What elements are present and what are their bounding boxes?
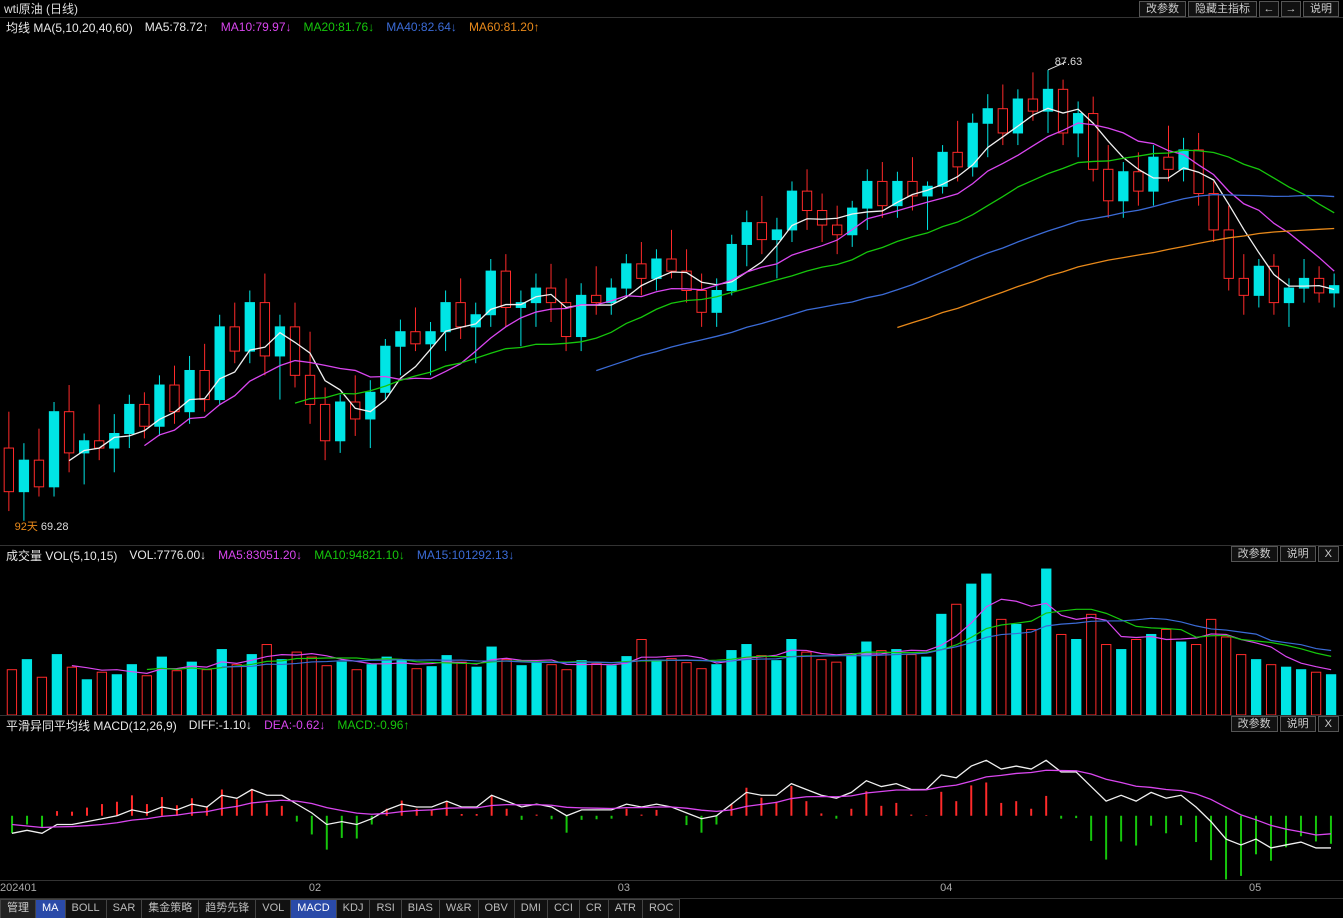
indicator-tab-dmi[interactable]: DMI bbox=[514, 899, 548, 918]
prev-button[interactable]: ← bbox=[1259, 1, 1279, 17]
indicator-tab-macd[interactable]: MACD bbox=[290, 899, 336, 918]
indicator-tab-w&r[interactable]: W&R bbox=[439, 899, 479, 918]
vol-ma15: MA15:101292.13↓ bbox=[417, 548, 514, 562]
ma20-value: MA20:81.76↓ bbox=[304, 20, 375, 34]
time-tick: 03 bbox=[618, 882, 630, 894]
macd-value: MACD:-0.96↑ bbox=[337, 718, 409, 732]
indicator-tab-集金策略[interactable]: 集金策略 bbox=[141, 899, 199, 918]
macd-close-button[interactable]: X bbox=[1318, 716, 1339, 732]
diff-value: DIFF:-1.10↓ bbox=[189, 718, 252, 732]
time-tick: 04 bbox=[940, 882, 952, 894]
ma60-value: MA60:81.20↑ bbox=[469, 20, 540, 34]
indicator-tab-kdj[interactable]: KDJ bbox=[336, 899, 371, 918]
ma5-value: MA5:78.72↑ bbox=[145, 20, 209, 34]
time-tick: 202401 bbox=[0, 882, 37, 894]
indicator-tab-趋势先锋[interactable]: 趋势先锋 bbox=[198, 899, 256, 918]
ma40-value: MA40:82.64↓ bbox=[386, 20, 457, 34]
indicator-tabs: 管理MABOLLSAR集金策略趋势先锋VOLMACDKDJRSIBIASW&RO… bbox=[0, 899, 1343, 918]
indicator-tab-ma[interactable]: MA bbox=[35, 899, 66, 918]
indicator-tab-cr[interactable]: CR bbox=[579, 899, 609, 918]
dea-value: DEA:-0.62↓ bbox=[264, 718, 325, 732]
hide-main-button[interactable]: 隐藏主指标 bbox=[1188, 1, 1257, 17]
vol-ma10: MA10:94821.10↓ bbox=[314, 548, 405, 562]
indicator-tab-rsi[interactable]: RSI bbox=[369, 899, 401, 918]
indicator-tab-cci[interactable]: CCI bbox=[547, 899, 580, 918]
manage-button[interactable]: 管理 bbox=[0, 899, 36, 918]
vol-ma5: MA5:83051.20↓ bbox=[218, 548, 302, 562]
vol-help-button[interactable]: 说明 bbox=[1280, 546, 1316, 562]
price-chart[interactable]: 87.63 92天 69.28 bbox=[0, 36, 1343, 546]
macd-chart[interactable]: 平滑异同平均线 MACD(12,26,9) DIFF:-1.10↓ DEA:-0… bbox=[0, 716, 1343, 881]
vol-value: VOL:7776.00↓ bbox=[129, 548, 206, 562]
chart-title: wti原油 (日线) bbox=[4, 0, 78, 17]
indicator-tab-boll[interactable]: BOLL bbox=[65, 899, 107, 918]
indicator-tab-sar[interactable]: SAR bbox=[106, 899, 143, 918]
vol-legend-label: 成交量 VOL(5,10,15) bbox=[6, 547, 117, 564]
indicator-tab-vol[interactable]: VOL bbox=[255, 899, 291, 918]
ma-legend: 均线 MA(5,10,20,40,60) MA5:78.72↑ MA10:79.… bbox=[0, 18, 1343, 36]
vol-params-button[interactable]: 改参数 bbox=[1231, 546, 1278, 562]
indicator-tab-obv[interactable]: OBV bbox=[478, 899, 515, 918]
indicator-tab-bias[interactable]: BIAS bbox=[401, 899, 440, 918]
params-button[interactable]: 改参数 bbox=[1139, 1, 1186, 17]
ma-legend-label: 均线 MA(5,10,20,40,60) bbox=[6, 19, 133, 36]
time-tick: 02 bbox=[309, 882, 321, 894]
vol-close-button[interactable]: X bbox=[1318, 546, 1339, 562]
help-button[interactable]: 说明 bbox=[1303, 1, 1339, 17]
time-axis: 202401 02 03 04 05 bbox=[0, 881, 1343, 899]
ma10-value: MA10:79.97↓ bbox=[221, 20, 292, 34]
next-button[interactable]: → bbox=[1281, 1, 1301, 17]
macd-params-button[interactable]: 改参数 bbox=[1231, 716, 1278, 732]
volume-chart[interactable]: 成交量 VOL(5,10,15) VOL:7776.00↓ MA5:83051.… bbox=[0, 546, 1343, 716]
indicator-tab-roc[interactable]: ROC bbox=[642, 899, 680, 918]
time-tick: 05 bbox=[1249, 882, 1261, 894]
macd-help-button[interactable]: 说明 bbox=[1280, 716, 1316, 732]
macd-legend-label: 平滑异同平均线 MACD(12,26,9) bbox=[6, 717, 177, 734]
indicator-tab-atr[interactable]: ATR bbox=[608, 899, 643, 918]
